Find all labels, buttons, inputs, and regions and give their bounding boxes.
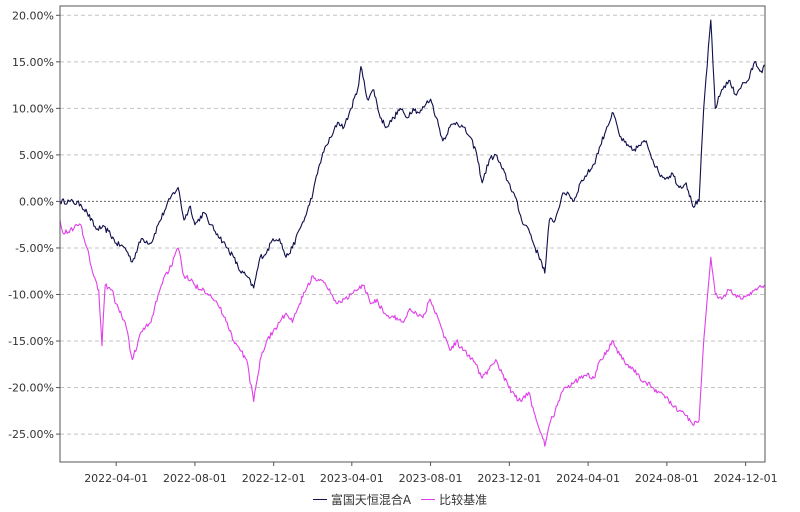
legend-item-fund: 富国天恒混合A xyxy=(312,491,412,508)
x-tick-label: 2024-12-01 xyxy=(714,472,778,485)
legend-label-fund: 富国天恒混合A xyxy=(330,492,412,507)
plot-frame xyxy=(59,5,766,463)
x-tick-label: 2022-12-01 xyxy=(242,472,306,485)
x-tick-label: 2022-04-01 xyxy=(84,472,148,485)
y-tick-label: -15.00% xyxy=(8,335,54,348)
y-tick-label: -20.00% xyxy=(8,382,54,395)
gridlines xyxy=(60,14,765,435)
fund-line xyxy=(59,19,766,289)
benchmark-line xyxy=(59,219,766,447)
x-tick-label: 2023-12-01 xyxy=(477,472,541,485)
x-axis-ticks: 2022-04-01 2022-08-01 2022-12-01 2023-04-01… xyxy=(84,462,778,485)
x-tick-label: 2022-08-01 xyxy=(163,472,227,485)
y-tick-label: 20.00% xyxy=(12,9,54,22)
series-lines xyxy=(59,19,766,447)
x-tick-label: 2024-04-01 xyxy=(556,472,620,485)
y-tick-label: 10.00% xyxy=(12,102,54,115)
y-tick-label: 15.00% xyxy=(12,56,54,69)
legend-item-benchmark: 比较基准 xyxy=(421,491,487,508)
y-tick-label: 5.00% xyxy=(19,149,54,162)
line-chart: 20.00% 15.00% 10.00% 5.00% 0.00% -5.00% -10.00… xyxy=(8,5,778,485)
legend: 富国天恒混合A 比较基准 xyxy=(0,489,800,509)
y-axis-ticks: 20.00% 15.00% 10.00% 5.00% 0.00% -5.00% -10.00… xyxy=(8,9,60,441)
x-tick-label: 2024-08-01 xyxy=(635,472,699,485)
legend-swatch-benchmark xyxy=(421,498,436,500)
y-tick-label: -10.00% xyxy=(8,288,54,301)
y-tick-label: -5.00% xyxy=(15,242,54,255)
x-tick-label: 2023-04-01 xyxy=(320,472,384,485)
x-tick-label: 2023-08-01 xyxy=(399,472,463,485)
legend-swatch-fund xyxy=(312,498,327,500)
legend-label-benchmark: 比较基准 xyxy=(439,492,488,507)
y-tick-label: 0.00% xyxy=(19,195,54,208)
y-tick-label: -25.00% xyxy=(8,428,54,441)
